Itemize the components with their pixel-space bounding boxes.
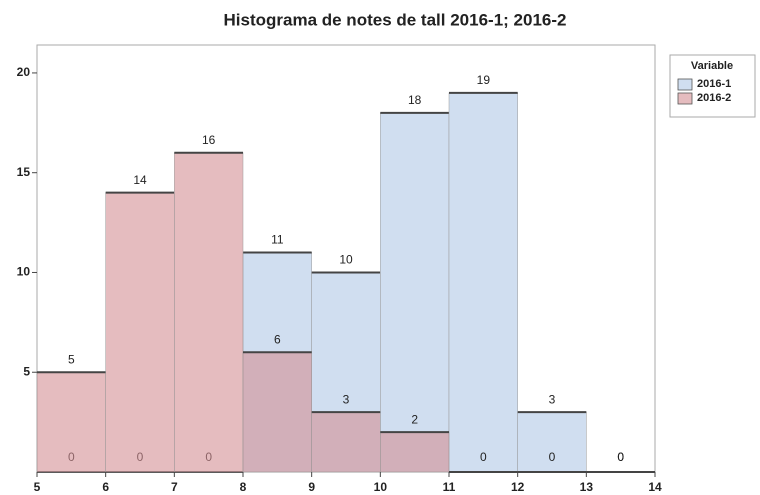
legend-swatch: [677, 92, 693, 105]
x-tick-label: 9: [308, 480, 315, 494]
legend-title: Variable: [691, 60, 733, 72]
x-tick-label: 11: [443, 480, 456, 494]
bar: [105, 192, 175, 473]
bar: [36, 371, 106, 473]
bar: [242, 352, 312, 473]
y-tick-label: 15: [17, 165, 31, 179]
value-label: 3: [549, 392, 556, 406]
value-label: 14: [133, 173, 147, 187]
value-label: 16: [202, 133, 216, 147]
x-tick-label: 10: [374, 480, 388, 494]
value-label: 0: [549, 450, 556, 464]
x-tick-label: 14: [648, 480, 662, 494]
bar: [380, 431, 450, 473]
x-tick-label: 12: [511, 480, 525, 494]
value-label: 0: [617, 450, 624, 464]
legend-swatch: [677, 78, 693, 91]
bar: [174, 152, 244, 473]
value-label: 5: [68, 352, 75, 366]
value-label: 18: [408, 93, 422, 107]
bar: [448, 92, 518, 473]
y-tick-label: 20: [17, 65, 31, 79]
y-tick-label: 10: [17, 265, 31, 279]
value-label: 3: [343, 392, 350, 406]
value-label: 10: [339, 253, 353, 267]
x-tick-label: 5: [34, 480, 41, 494]
x-tick-label: 13: [580, 480, 594, 494]
x-tick-label: 8: [240, 480, 247, 494]
value-label: 6: [274, 332, 281, 346]
value-label: 2: [411, 412, 418, 426]
bar: [311, 411, 381, 473]
legend-label: 2016-1: [697, 78, 731, 90]
value-label: 11: [271, 233, 284, 247]
value-label: 0: [480, 450, 487, 464]
legend-label: 2016-2: [697, 92, 731, 104]
y-tick-label: 5: [23, 364, 30, 378]
value-label: 0: [617, 450, 624, 464]
x-tick-label: 7: [171, 480, 178, 494]
x-tick-label: 6: [102, 480, 109, 494]
value-label: 19: [477, 73, 491, 87]
chart-title: Histograma de notes de tall 2016-1; 2016…: [224, 10, 567, 29]
